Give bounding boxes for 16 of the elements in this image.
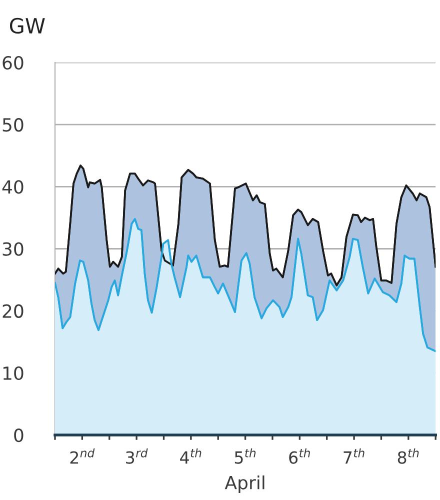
x-tick-label: 2$^{nd}$: [70, 448, 95, 464]
x-tick-label: 4$^{th}$: [180, 448, 202, 464]
x-axis-title: April: [224, 475, 264, 493]
y-tick-label: 0: [14, 428, 24, 442]
y-tick-label: 10: [3, 366, 24, 380]
x-tick-label: 3$^{rd}$: [126, 448, 148, 464]
y-tick-label: 60: [2, 56, 24, 70]
x-tick-label: 7$^{th}$: [344, 448, 364, 464]
y-axis-title: GW: [10, 18, 45, 34]
y-tick-label: 40: [2, 180, 24, 194]
y-tick-label: 30: [2, 242, 24, 256]
x-tick-label: 5$^{th}$: [234, 448, 256, 464]
y-tick-label: 20: [2, 304, 24, 318]
x-tick-label: 6$^{th}$: [289, 448, 310, 464]
y-tick-label: 50: [2, 118, 24, 132]
x-tick-label: 8$^{th}$: [398, 448, 419, 464]
